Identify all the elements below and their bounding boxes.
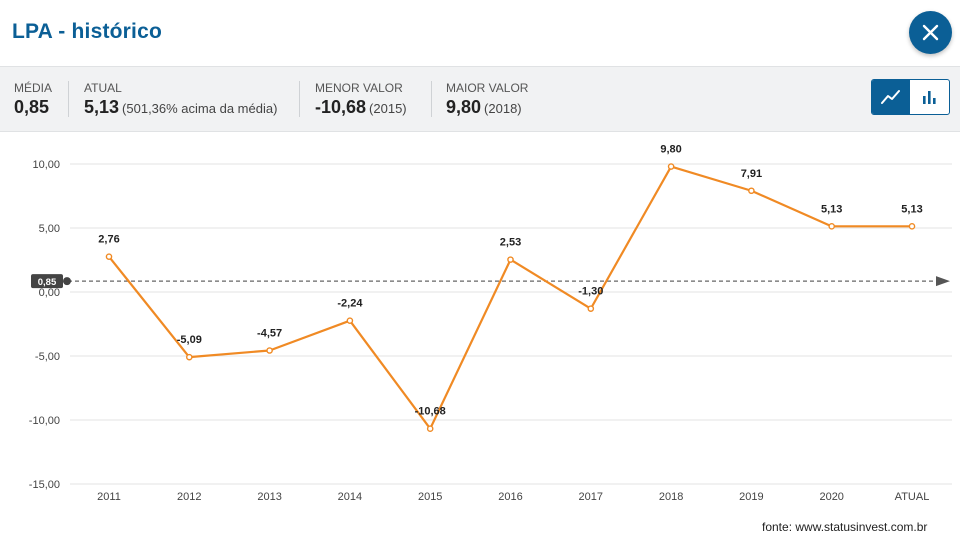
stat-atual-label: ATUAL (84, 81, 122, 95)
average-arrow (936, 276, 950, 287)
x-tick-label: 2018 (659, 491, 683, 503)
stat-menor-value: -10,68 (315, 97, 367, 117)
stat-atual-note: (501,36% acima da média) (122, 101, 278, 116)
stat-maior-label: MAIOR VALOR (446, 81, 529, 95)
page-title: LPA - histórico (12, 20, 162, 43)
data-label: 5,13 (821, 203, 842, 215)
data-point (426, 425, 434, 433)
y-tick-label: 5,00 (39, 223, 60, 235)
stat-maior-value: 9,80 (446, 97, 482, 117)
average-dot (63, 277, 71, 286)
data-point (185, 353, 193, 361)
average-label: 0,85 (38, 277, 57, 288)
stat-menor-note: (2015) (369, 101, 407, 116)
data-point (667, 163, 675, 170)
y-tick-label: 0,00 (39, 287, 60, 299)
data-label: -5,09 (177, 334, 202, 346)
x-tick-label: 2012 (177, 491, 201, 503)
x-tick-label: 2014 (338, 491, 362, 503)
stat-atual-value: 5,13 (84, 97, 120, 117)
data-label: 2,76 (98, 234, 119, 246)
x-tick-label: 2015 (418, 491, 442, 503)
data-point (748, 187, 755, 195)
line-chart-icon (881, 90, 900, 104)
data-point (828, 223, 836, 230)
close-icon (922, 24, 939, 41)
y-tick-label: -5,00 (35, 351, 60, 363)
divider (299, 81, 300, 117)
data-label: 2,53 (500, 237, 521, 249)
y-tick-label: -10,00 (29, 415, 60, 427)
average-badge (31, 274, 63, 289)
chart-type-toggle (871, 79, 950, 115)
stat-menor-label: MENOR VALOR (315, 81, 403, 95)
x-tick-label: 2019 (739, 491, 763, 503)
data-label: -4,57 (257, 327, 282, 339)
x-tick-label: 2011 (97, 491, 121, 503)
x-tick-label: 2013 (257, 491, 281, 503)
stat-media-label: MÉDIA (14, 81, 53, 95)
x-tick-label: 2016 (498, 491, 522, 503)
data-label: 9,80 (660, 144, 681, 156)
source-note: fonte: www.statusinvest.com.br (762, 520, 928, 534)
divider (431, 81, 432, 117)
stats-bar: MÉDIA 0,85 ATUAL 5,13 (501,36% acima da m… (0, 66, 960, 132)
data-point (266, 347, 273, 354)
bar-chart-button[interactable] (910, 80, 948, 114)
data-point (908, 223, 916, 230)
data-label: -10,68 (415, 406, 446, 418)
data-point (105, 253, 113, 260)
series-line (108, 165, 912, 430)
data-label: 7,91 (741, 168, 762, 180)
lpa-line-chart: 10,00 5,00 0,00 -5,00 -10,00 -15,00 2011 2012 2… (29, 144, 952, 503)
stat-maior-note: (2018) (484, 101, 522, 116)
data-label: -2,24 (337, 298, 363, 310)
data-label: -1,30 (578, 286, 603, 298)
x-tick-label: 2017 (579, 491, 603, 503)
line-chart-button[interactable] (872, 80, 910, 114)
data-point (507, 256, 514, 263)
data-point (587, 305, 595, 312)
x-tick-label: 2020 (819, 491, 843, 503)
y-tick-label: -15,00 (29, 479, 60, 491)
y-tick-label: 10,00 (32, 159, 60, 171)
x-tick-label: ATUAL (895, 491, 930, 503)
divider (68, 81, 69, 117)
close-button[interactable] (909, 11, 952, 54)
header: LPA - histórico (0, 0, 960, 64)
data-label: 5,13 (901, 203, 922, 215)
stat-media-value: 0,85 (14, 97, 50, 117)
bar-chart-icon (923, 91, 936, 104)
data-point (346, 317, 354, 324)
